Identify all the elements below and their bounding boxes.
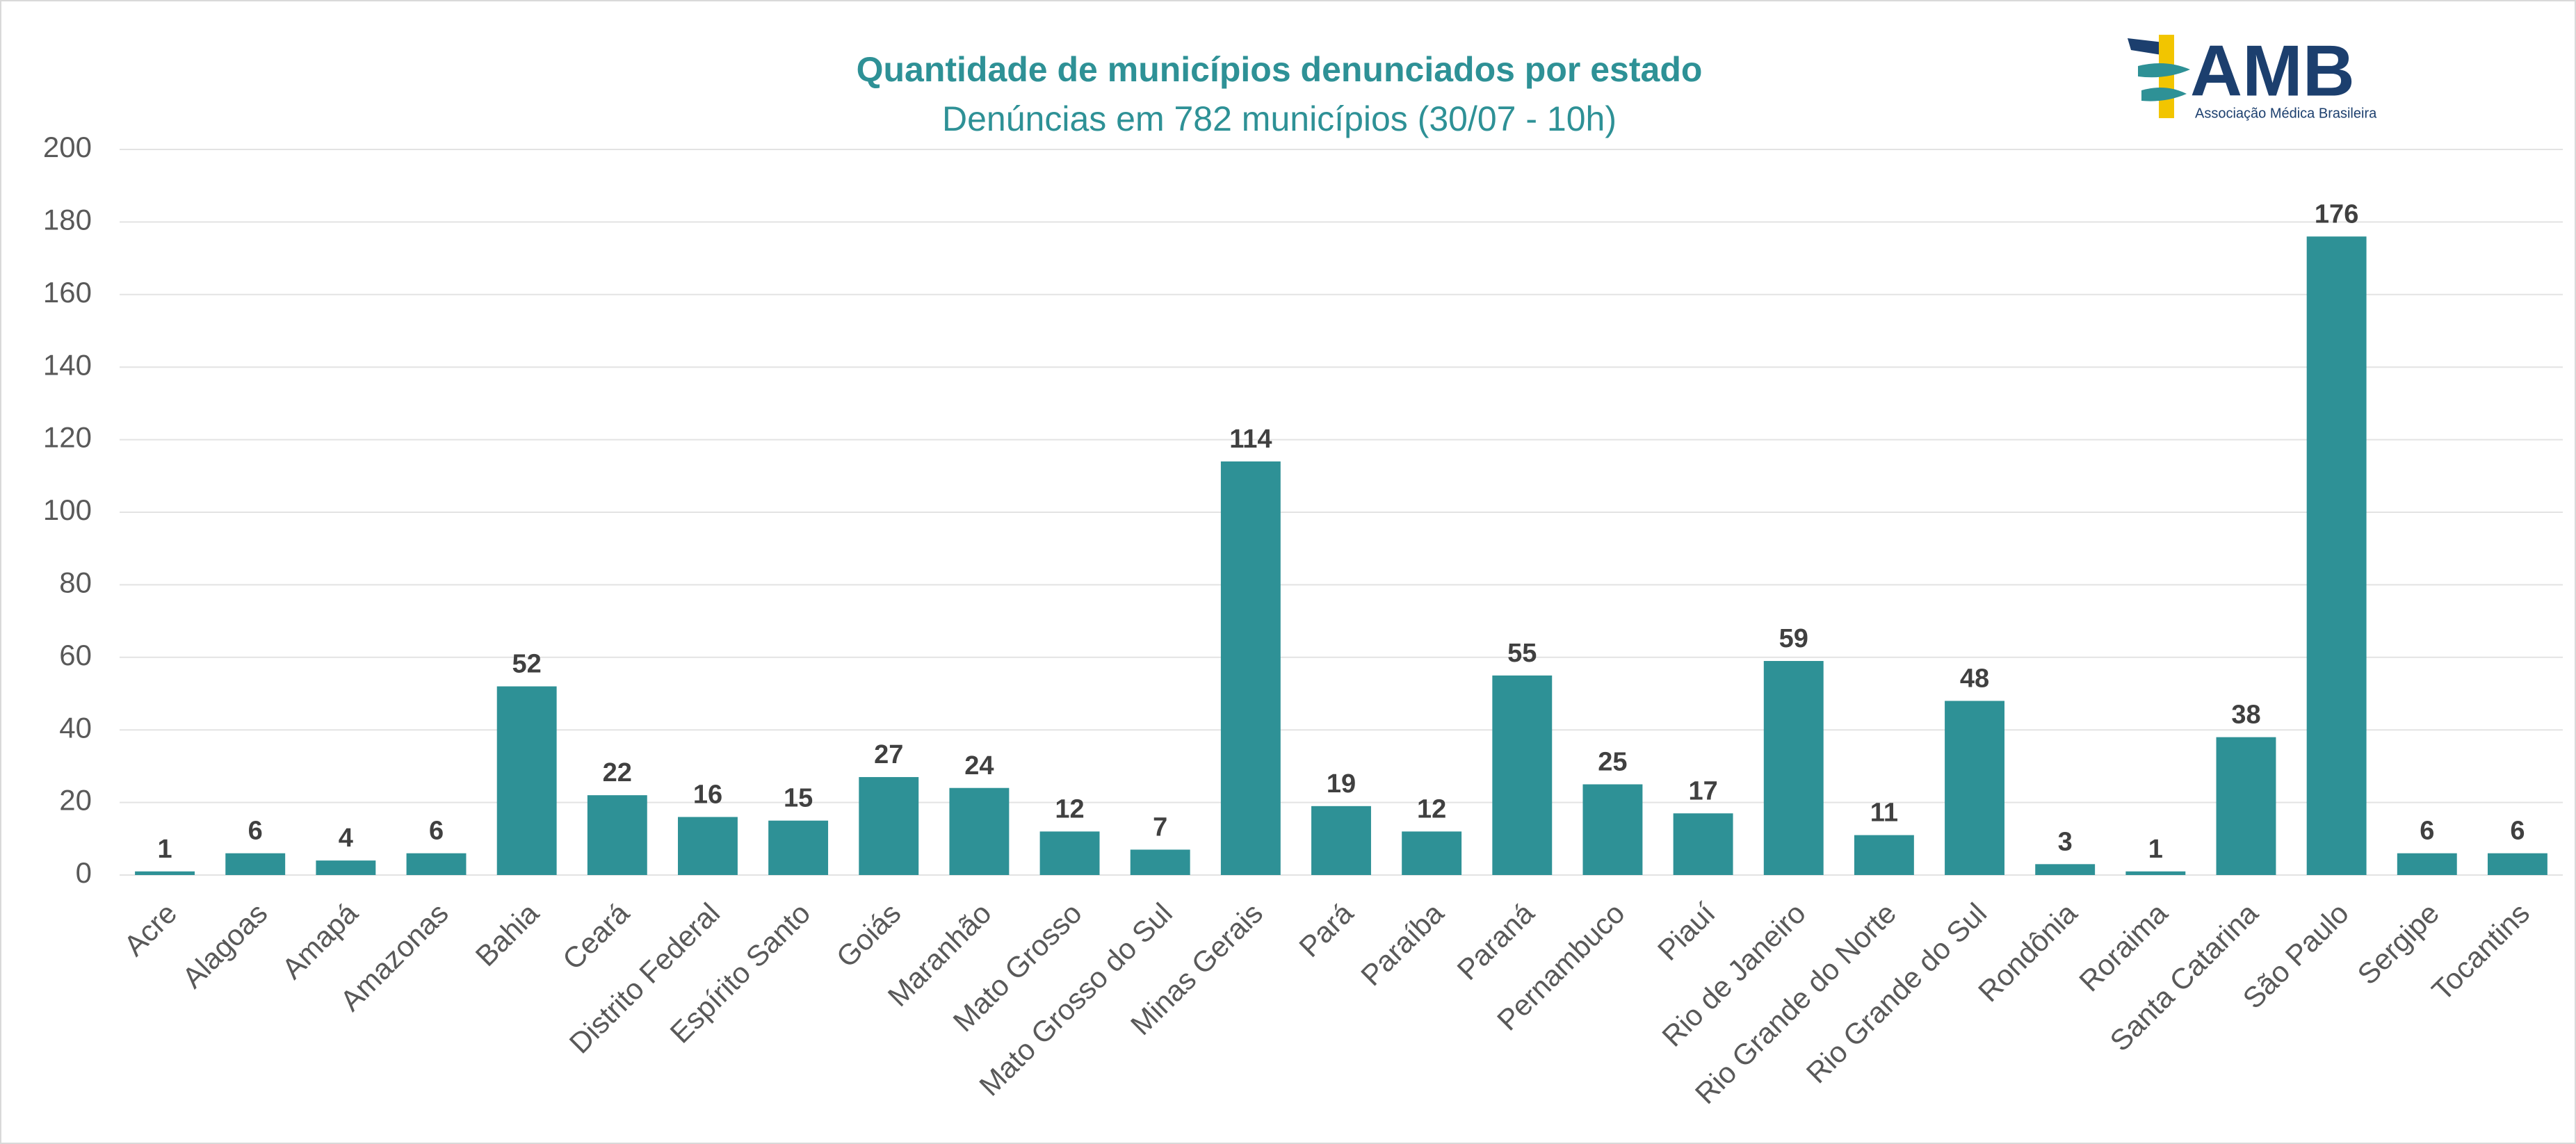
value-label: 16: [693, 781, 722, 810]
y-tick-label: 120: [43, 421, 92, 454]
bar: [406, 853, 467, 875]
value-label: 52: [512, 650, 542, 679]
bar: [496, 686, 557, 875]
y-tick-label: 180: [43, 203, 92, 236]
bar: [1130, 849, 1190, 875]
bar: [1763, 661, 1824, 875]
value-label: 3: [2058, 827, 2073, 856]
value-label: 176: [2315, 199, 2358, 229]
bar: [316, 860, 376, 875]
bar: [1492, 675, 1553, 875]
value-label: 1: [158, 835, 172, 864]
value-label: 11: [1870, 799, 1898, 828]
value-label: 38: [2231, 701, 2260, 730]
y-tick-label: 80: [59, 566, 92, 598]
value-label: 24: [964, 751, 994, 781]
y-tick-label: 20: [59, 784, 92, 817]
bar: [2306, 236, 2367, 875]
value-label: 6: [2510, 817, 2525, 846]
bar: [859, 777, 919, 875]
bar: [2216, 737, 2276, 875]
value-label: 48: [1960, 664, 1989, 693]
logo-snake: [2138, 63, 2190, 78]
bar: [225, 853, 286, 875]
chart-subtitle: Denúncias em 782 municípios (30/07 - 10h…: [942, 99, 1617, 138]
value-label: 114: [1229, 425, 1272, 454]
value-label: 17: [1688, 776, 1717, 806]
bar: [1039, 831, 1100, 875]
value-label: 6: [248, 817, 263, 846]
bar: [949, 787, 1010, 875]
bar: [135, 871, 195, 875]
logo: AMB Associação Médica Brasileira: [2128, 31, 2377, 121]
bar: [678, 817, 738, 875]
y-tick-label: 40: [59, 711, 92, 744]
value-label: 19: [1327, 769, 1356, 799]
value-label: 55: [1507, 639, 1537, 668]
y-tick-label: 60: [59, 639, 92, 671]
bar: [1311, 806, 1371, 875]
value-label: 22: [603, 758, 632, 787]
value-label: 6: [2420, 817, 2434, 846]
value-label: 15: [784, 784, 813, 813]
y-tick-label: 160: [43, 276, 92, 309]
value-label: 12: [1055, 794, 1084, 824]
bar: [2125, 871, 2186, 875]
value-label: 7: [1153, 812, 1167, 842]
value-label: 25: [1598, 748, 1627, 777]
bar: [2397, 853, 2457, 875]
y-tick-label: 0: [76, 856, 92, 889]
logo-snake: [2141, 88, 2187, 101]
value-label: 27: [874, 740, 903, 769]
bar: [587, 795, 647, 875]
y-tick-label: 200: [43, 131, 92, 163]
value-label: 6: [429, 817, 444, 846]
bar: [1402, 831, 1462, 875]
bar: [768, 820, 829, 875]
value-label: 12: [1417, 794, 1446, 824]
y-tick-label: 140: [43, 348, 92, 381]
value-label: 59: [1779, 624, 1808, 653]
logo-caption: Associação Médica Brasileira: [2195, 106, 2377, 121]
bar: [1945, 701, 2004, 875]
bar: [1582, 784, 1643, 875]
bar: [1673, 813, 1733, 875]
bar: [1220, 461, 1281, 875]
bar: [2487, 853, 2547, 875]
chart-title: Quantidade de municípios denunciados por…: [857, 50, 1703, 89]
value-label: 1: [2148, 835, 2163, 864]
value-label: 4: [339, 824, 353, 853]
y-tick-label: 100: [43, 493, 92, 526]
logo-name: AMB: [2190, 31, 2355, 111]
bar: [2035, 864, 2096, 875]
bar: [1854, 835, 1914, 875]
